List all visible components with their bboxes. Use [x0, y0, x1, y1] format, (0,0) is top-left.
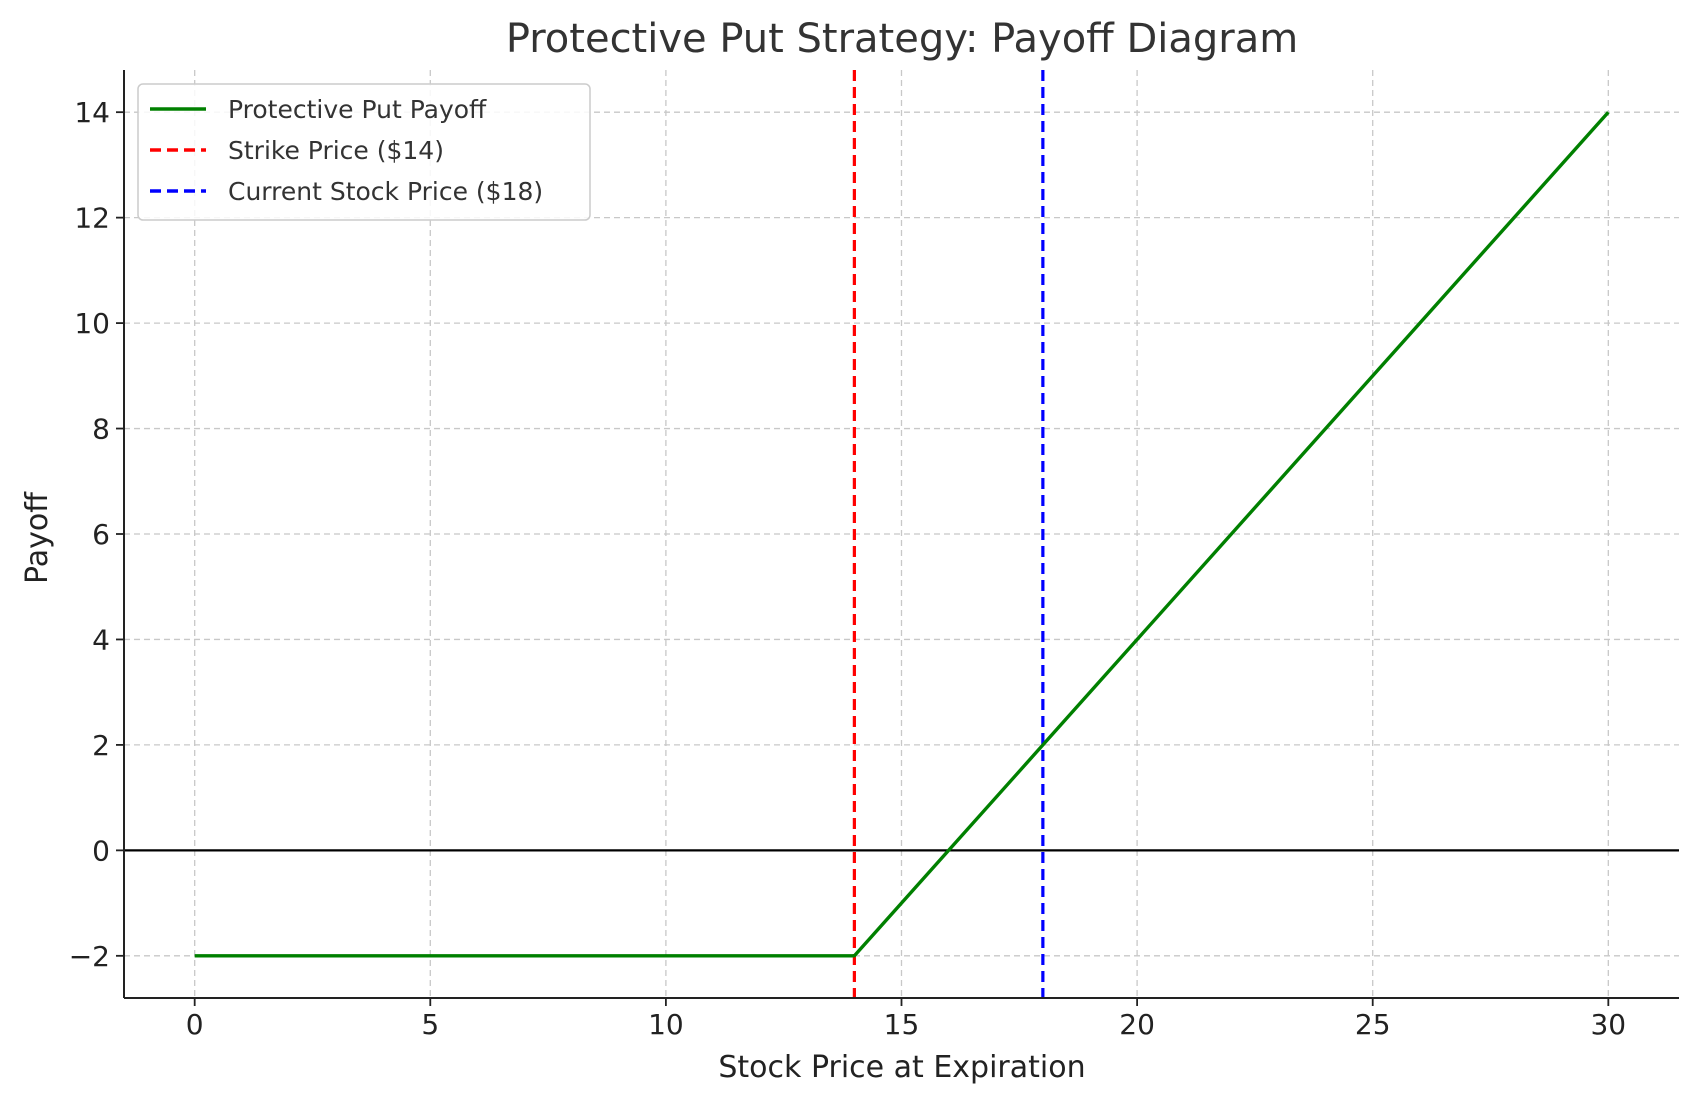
legend: Protective Put Payoff Strike Price ($14) C…: [137, 83, 591, 221]
y-axis-label: Payoff: [20, 491, 55, 584]
x-tick-label: 0: [186, 1008, 204, 1041]
x-tick-label: 15: [884, 1008, 920, 1041]
y-tick-label: 6: [92, 518, 110, 551]
legend-item-current: Current Stock Price ($18): [150, 177, 543, 206]
y-tick-label: 14: [74, 96, 110, 129]
legend-label: Current Stock Price ($18): [228, 177, 543, 206]
series-lines: [194, 111, 1610, 958]
y-tick-label: 2: [92, 729, 110, 762]
x-tick-label: 25: [1355, 1008, 1391, 1041]
x-tick-label: 20: [1119, 1008, 1155, 1041]
axes: [116, 70, 1679, 1006]
legend-label: Protective Put Payoff: [228, 95, 487, 124]
y-tick-label: 10: [74, 307, 110, 340]
x-tick-label: 30: [1590, 1008, 1626, 1041]
y-tick-label: 8: [92, 413, 110, 446]
legend-frame: [137, 83, 591, 221]
y-tick-label: 12: [74, 202, 110, 235]
legend-item-payoff: Protective Put Payoff: [150, 95, 487, 124]
x-axis-label: Stock Price at Expiration: [718, 1050, 1085, 1085]
reference-lines: [124, 70, 1679, 998]
y-tick-label: −2: [69, 940, 110, 973]
chart-title: Protective Put Strategy: Payoff Diagram: [506, 16, 1298, 62]
legend-label: Strike Price ($14): [228, 136, 444, 165]
protective-put-payoff-line: [194, 111, 1610, 958]
tick-labels: 0 5 10 15 20 25 30 −2 0 2 4 6 8 10 12 14: [69, 96, 1626, 1041]
x-tick-label: 5: [421, 1008, 439, 1041]
legend-item-strike: Strike Price ($14): [150, 136, 444, 165]
y-tick-label: 4: [92, 623, 110, 656]
x-tick-label: 10: [648, 1008, 684, 1041]
y-tick-label: 0: [92, 834, 110, 867]
